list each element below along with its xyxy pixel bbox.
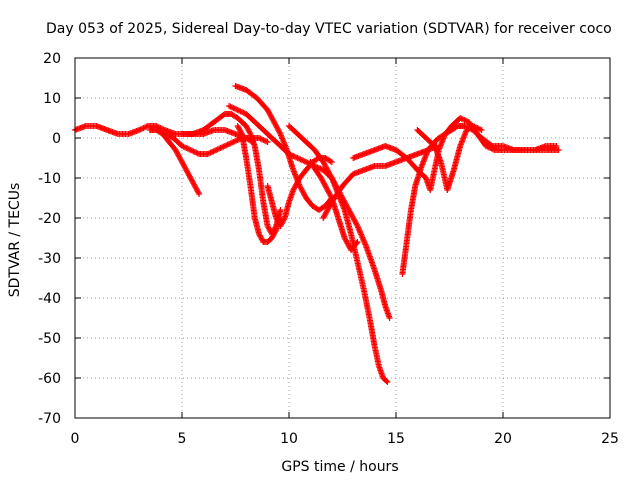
x-tick-label: 0 — [71, 431, 80, 447]
y-tick-label: -50 — [38, 331, 61, 347]
y-axis-label: SDTVAR / TECUs — [7, 183, 23, 298]
data-point — [246, 129, 253, 136]
y-tick-label: -70 — [38, 411, 61, 427]
series-arc-d — [179, 111, 284, 237]
series-arc-m — [399, 123, 562, 277]
series-arc-j — [307, 159, 361, 253]
plot-frame — [74, 57, 611, 419]
x-tick-label: 20 — [494, 431, 512, 447]
y-tick-label: -30 — [38, 251, 61, 267]
data-point — [327, 158, 334, 165]
data-point — [272, 228, 279, 235]
y-tick-label: -60 — [38, 371, 61, 387]
data-point — [328, 159, 335, 165]
data-point — [478, 127, 485, 133]
data-point — [277, 207, 284, 213]
data-point — [195, 189, 202, 196]
data-point — [553, 143, 560, 149]
data-point — [384, 379, 391, 385]
data-layer — [72, 83, 562, 385]
data-point — [555, 147, 562, 153]
x-tick-label: 5 — [178, 431, 187, 447]
series-arc-e — [234, 123, 284, 245]
data-point — [353, 221, 360, 228]
data-point — [264, 139, 271, 145]
data-point — [353, 240, 360, 247]
data-point — [328, 173, 335, 180]
y-tick-label: 10 — [43, 91, 61, 107]
chart-title: Day 053 of 2025, Sidereal Day-to-day VTE… — [46, 21, 612, 37]
series-arc-c — [161, 131, 271, 157]
x-tick-label: 15 — [387, 431, 405, 447]
grid — [75, 58, 610, 418]
y-tick-label: -10 — [38, 171, 61, 187]
y-tick-label: -40 — [38, 291, 61, 307]
data-point — [238, 129, 245, 136]
data-point — [488, 142, 495, 149]
data-point — [196, 191, 203, 197]
y-tick-label: 0 — [52, 131, 61, 147]
data-point — [276, 129, 283, 136]
data-point — [354, 239, 361, 245]
ticks: 0 5 10 15 20 25 20 10 0 -10 -20 -30 -40 -50 -60 -70 — [38, 51, 619, 447]
x-axis-label: GPS time / hours — [281, 459, 398, 475]
x-tick-label: 25 — [601, 431, 619, 447]
data-point — [281, 216, 288, 223]
data-point — [383, 378, 390, 384]
y-tick-label: 20 — [43, 51, 61, 67]
series-arc-n — [414, 123, 485, 193]
data-point — [386, 315, 393, 321]
x-tick-label: 10 — [280, 431, 298, 447]
y-tick-label: -20 — [38, 211, 61, 227]
